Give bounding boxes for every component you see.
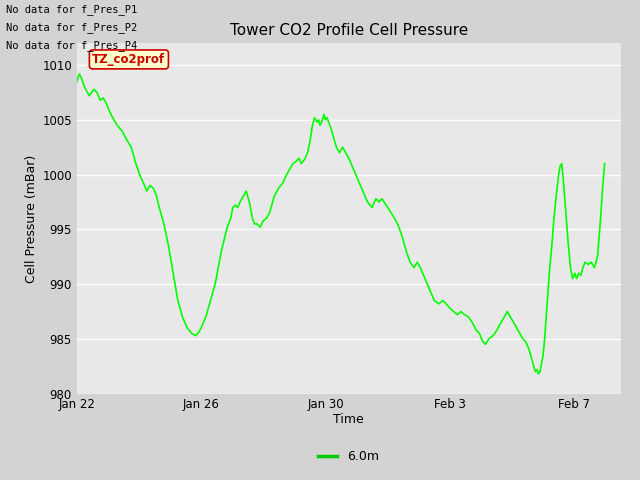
Legend: 6.0m: 6.0m [314, 445, 384, 468]
X-axis label: Time: Time [333, 413, 364, 426]
Text: No data for f_Pres_P1: No data for f_Pres_P1 [6, 4, 138, 15]
Text: TZ_co2prof: TZ_co2prof [92, 53, 166, 66]
Y-axis label: Cell Pressure (mBar): Cell Pressure (mBar) [25, 154, 38, 283]
Title: Tower CO2 Profile Cell Pressure: Tower CO2 Profile Cell Pressure [230, 23, 468, 38]
Text: No data for f_Pres_P2: No data for f_Pres_P2 [6, 22, 138, 33]
Text: No data for f_Pres_P4: No data for f_Pres_P4 [6, 40, 138, 51]
